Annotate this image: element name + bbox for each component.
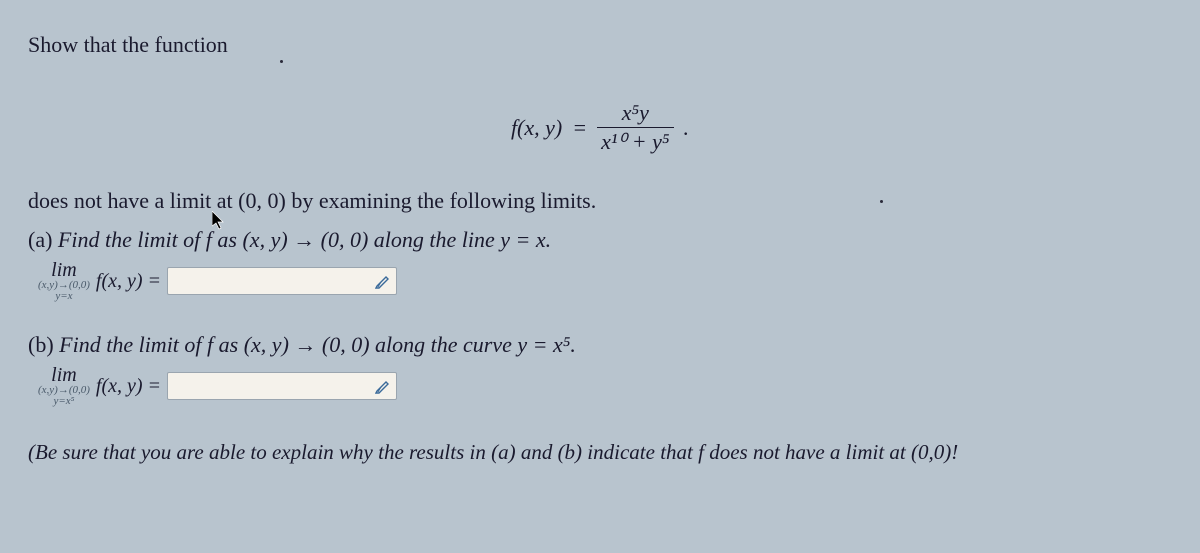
part-a-answer-input[interactable] bbox=[167, 267, 397, 295]
part-b-line: (b) Find the limit of f as (x, y) → (0, … bbox=[28, 328, 1172, 361]
page-artifact bbox=[280, 60, 283, 63]
footnote-text: (Be sure that you are able to explain wh… bbox=[28, 437, 1172, 469]
limit-b-fxy: f(x, y) = bbox=[96, 375, 161, 398]
limit-b-notation: lim (x,y)→(0,0) y=x⁵ bbox=[38, 365, 90, 407]
formula-eq: = bbox=[572, 115, 587, 141]
part-b-answer-input[interactable] bbox=[167, 372, 397, 400]
part-a-text: Find the limit of f as (x, y) → (0, 0) a… bbox=[58, 227, 551, 252]
part-b-label: (b) bbox=[28, 332, 54, 357]
limit-a-notation: lim (x,y)→(0,0) y=x bbox=[38, 260, 90, 302]
limit-a-fxy: f(x, y) = bbox=[96, 270, 161, 293]
limit-a-top: lim bbox=[51, 260, 77, 280]
part-a-limit-row: lim (x,y)→(0,0) y=x f(x, y) = bbox=[28, 260, 1172, 302]
prompt-text: Show that the function bbox=[28, 28, 1172, 61]
formula-lhs: f(x, y) bbox=[511, 115, 562, 141]
part-b-text: Find the limit of f as (x, y) → (0, 0) a… bbox=[59, 332, 576, 357]
limit-b-bot: y=x⁵ bbox=[53, 396, 74, 407]
function-definition: f(x, y) = x⁵y x¹⁰ + y⁵ . bbox=[28, 101, 1172, 154]
formula-denominator: x¹⁰ + y⁵ bbox=[597, 130, 673, 154]
formula-hint-icon[interactable] bbox=[375, 378, 391, 394]
limit-b-top: lim bbox=[51, 365, 77, 385]
formula-numerator: x⁵y bbox=[618, 101, 653, 125]
part-a-line: (a) Find the limit of f as (x, y) → (0, … bbox=[28, 223, 1172, 256]
formula-fraction: x⁵y x¹⁰ + y⁵ bbox=[597, 101, 673, 154]
formula-hint-icon[interactable] bbox=[375, 273, 391, 289]
part-b-limit-row: lim (x,y)→(0,0) y=x⁵ f(x, y) = bbox=[28, 365, 1172, 407]
intro-text: does not have a limit at (0, 0) by exami… bbox=[28, 184, 1172, 217]
part-a-label: (a) bbox=[28, 227, 52, 252]
formula-tail: . bbox=[684, 115, 690, 141]
page-artifact bbox=[880, 200, 883, 203]
limit-a-bot: y=x bbox=[55, 291, 72, 302]
